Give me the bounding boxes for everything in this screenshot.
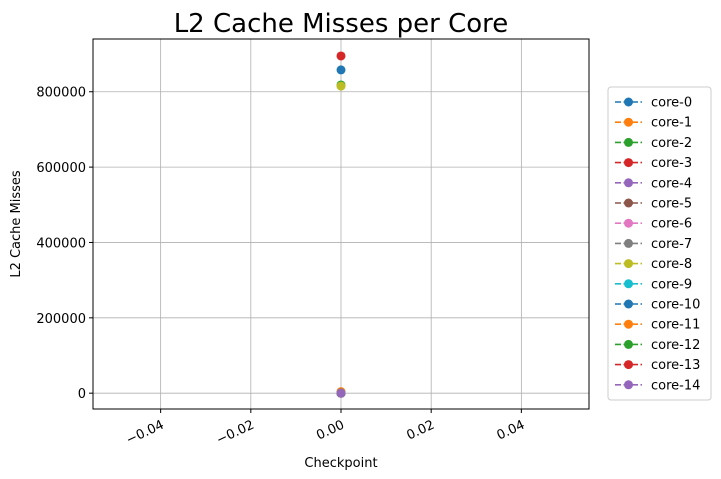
y-tick-label: 800000 [36, 86, 86, 101]
legend-marker [624, 178, 633, 188]
legend-entry: core-4 [615, 176, 692, 191]
legend-marker [624, 137, 633, 147]
y-axis-label: L2 Cache Misses [9, 170, 24, 278]
x-tick-label: 0.04 [495, 418, 528, 444]
legend-entry: core-5 [615, 197, 692, 212]
legend-label: core-5 [651, 197, 692, 212]
legend-marker [624, 158, 633, 168]
legend-marker [624, 259, 633, 269]
point-core-8 [336, 81, 346, 91]
legend-entry: core-1 [615, 116, 692, 131]
y-tick-label: 600000 [36, 161, 86, 176]
legend-entry: core-11 [615, 318, 700, 333]
legend-entry: core-13 [615, 358, 700, 373]
legend-marker [624, 380, 633, 390]
legend-entry: core-2 [615, 136, 692, 151]
legend-label: core-11 [651, 318, 700, 333]
legend-entry: core-7 [615, 237, 692, 252]
legend-label: core-12 [651, 338, 700, 353]
legend-label: core-3 [651, 156, 692, 171]
data-points [336, 51, 346, 398]
legend: core-0 core-1 core-2 core-3 core-4 core-5 core… [607, 86, 712, 401]
chart-title: L2 Cache Misses per Core [174, 9, 509, 39]
legend-entry: core-14 [615, 378, 700, 393]
legend-label: core-10 [651, 298, 700, 313]
point-core-14 [336, 388, 346, 398]
legend-marker [624, 360, 633, 370]
x-tick-label: 0.02 [404, 418, 437, 444]
point-core-13 [336, 51, 346, 61]
y-tick-label: 200000 [36, 312, 86, 327]
legend-label: core-4 [651, 176, 692, 191]
legend-label: core-6 [651, 217, 692, 232]
legend-marker [624, 198, 633, 208]
legend-marker [624, 117, 633, 127]
legend-marker [624, 97, 633, 107]
legend-label: core-1 [651, 116, 692, 131]
legend-label: core-0 [651, 96, 692, 111]
legend-label: core-8 [651, 257, 692, 272]
point-core-0 [336, 65, 346, 75]
legend-entry: core-8 [615, 257, 692, 272]
legend-marker [624, 218, 633, 228]
legend-label: core-13 [651, 358, 700, 373]
legend-marker [624, 319, 633, 329]
x-tick-label: 0.00 [314, 418, 347, 444]
legend-label: core-9 [651, 277, 692, 292]
legend-label: core-14 [651, 378, 700, 393]
legend-marker [624, 279, 633, 289]
legend-marker [624, 299, 633, 309]
x-axis: −0.04 −0.02 0.00 0.02 0.04 [124, 409, 527, 448]
y-tick-label: 400000 [36, 236, 86, 251]
legend-entry: core-9 [615, 277, 692, 292]
legend-marker [624, 238, 633, 248]
legend-entry: core-3 [615, 156, 692, 171]
x-tick-label: −0.04 [124, 418, 166, 448]
legend-marker [624, 339, 633, 349]
legend-label: core-2 [651, 136, 692, 151]
x-tick-label: −0.02 [214, 418, 256, 448]
grid [93, 39, 589, 409]
x-axis-label: Checkpoint [304, 456, 377, 471]
legend-entry: core-0 [615, 96, 692, 111]
legend-entry: core-6 [615, 217, 692, 232]
legend-entry: core-12 [615, 338, 700, 353]
legend-label: core-7 [651, 237, 692, 252]
y-tick-label: 0 [78, 387, 86, 402]
legend-entry: core-10 [615, 298, 700, 313]
y-axis: 0 200000 400000 600000 800000 [36, 86, 93, 402]
legend-box [607, 86, 712, 401]
